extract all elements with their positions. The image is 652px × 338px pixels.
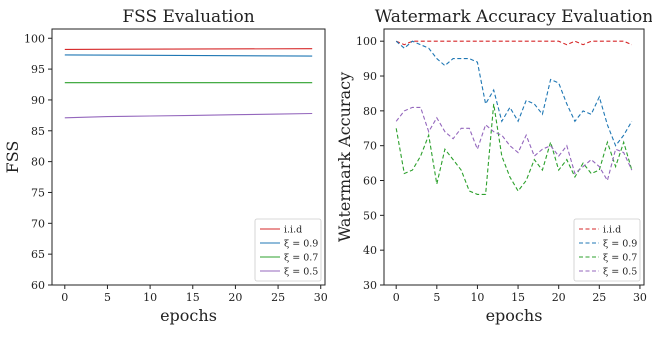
plot-frame [51,28,326,286]
x-tick-label: 15 [511,291,525,304]
x-tick-label: 30 [633,291,647,304]
chart-fss: FSS Evaluation 0 5 10 15 20 25 30 60 65 70 75 80 85 90… [3,7,328,325]
y-tick-label: 40 [363,244,377,257]
series-line-2 [395,103,633,195]
y-tick-label: 50 [363,209,377,222]
x-tick-label: 0 [393,291,400,304]
legend: i.i.d ξ = 0.9 ξ = 0.7 ξ = 0.5 [254,218,322,282]
y-tick-label: 80 [363,105,377,118]
legend-label-3: ξ = 0.5 [603,267,637,278]
y-tick-label: 100 [356,35,377,48]
chart-title: Watermark Accuracy Evaluation [375,7,652,27]
y-tick-label: 60 [363,175,377,188]
x-axis-label: epochs [160,306,217,325]
y-tick-label: 85 [31,125,45,138]
legend-label-1: ξ = 0.9 [284,239,318,250]
legend-label-0: i.i.d [284,225,302,236]
x-tick-label: 5 [104,291,111,304]
x-tick-label: 20 [228,291,242,304]
legend-label-3: ξ = 0.5 [284,267,318,278]
y-tick-label: 30 [363,279,377,292]
legend-label-2: ξ = 0.7 [284,253,318,264]
series-line-3 [64,112,313,119]
y-tick-label: 70 [363,140,377,153]
legend-label-0: i.i.d [603,225,621,236]
y-tick-label: 100 [24,32,45,45]
x-tick-label: 10 [143,291,157,304]
y-tick-label: 90 [31,94,45,107]
x-tick-label: 0 [61,291,68,304]
x-axis-label: epochs [486,306,543,325]
y-axis-label: Watermark Accuracy [335,72,354,242]
x-tick-label: 30 [314,291,328,304]
y-tick-label: 60 [31,279,45,292]
legend-label-2: ξ = 0.7 [603,253,637,264]
legend-box [254,218,322,282]
x-tick-label: 15 [186,291,200,304]
chart-title: FSS Evaluation [122,7,254,27]
series-line-3 [395,106,633,182]
x-tick-label: 20 [552,291,566,304]
legend: i.i.d ξ = 0.9 ξ = 0.7 ξ = 0.5 [573,218,641,282]
legend-box [573,218,641,282]
y-tick-label: 70 [31,217,45,230]
chart-watermark: Watermark Accuracy Evaluation 0 5 10 15 20 25 3… [335,7,652,325]
x-tick-label: 25 [592,291,606,304]
y-tick-label: 75 [31,186,45,199]
series-line-1 [395,40,633,147]
plot-frame [383,28,645,286]
series-line-0 [64,48,313,50]
y-tick-label: 90 [363,70,377,83]
y-tick-label: 65 [31,248,45,261]
y-tick-label: 95 [31,63,45,76]
y-axis-label: FSS [3,141,22,174]
x-tick-label: 5 [433,291,440,304]
legend-label-1: ξ = 0.9 [603,239,637,250]
x-tick-label: 25 [271,291,285,304]
series-line-0 [395,40,633,46]
series-line-1 [64,54,313,57]
y-tick-label: 80 [31,156,45,169]
x-tick-label: 10 [470,291,484,304]
